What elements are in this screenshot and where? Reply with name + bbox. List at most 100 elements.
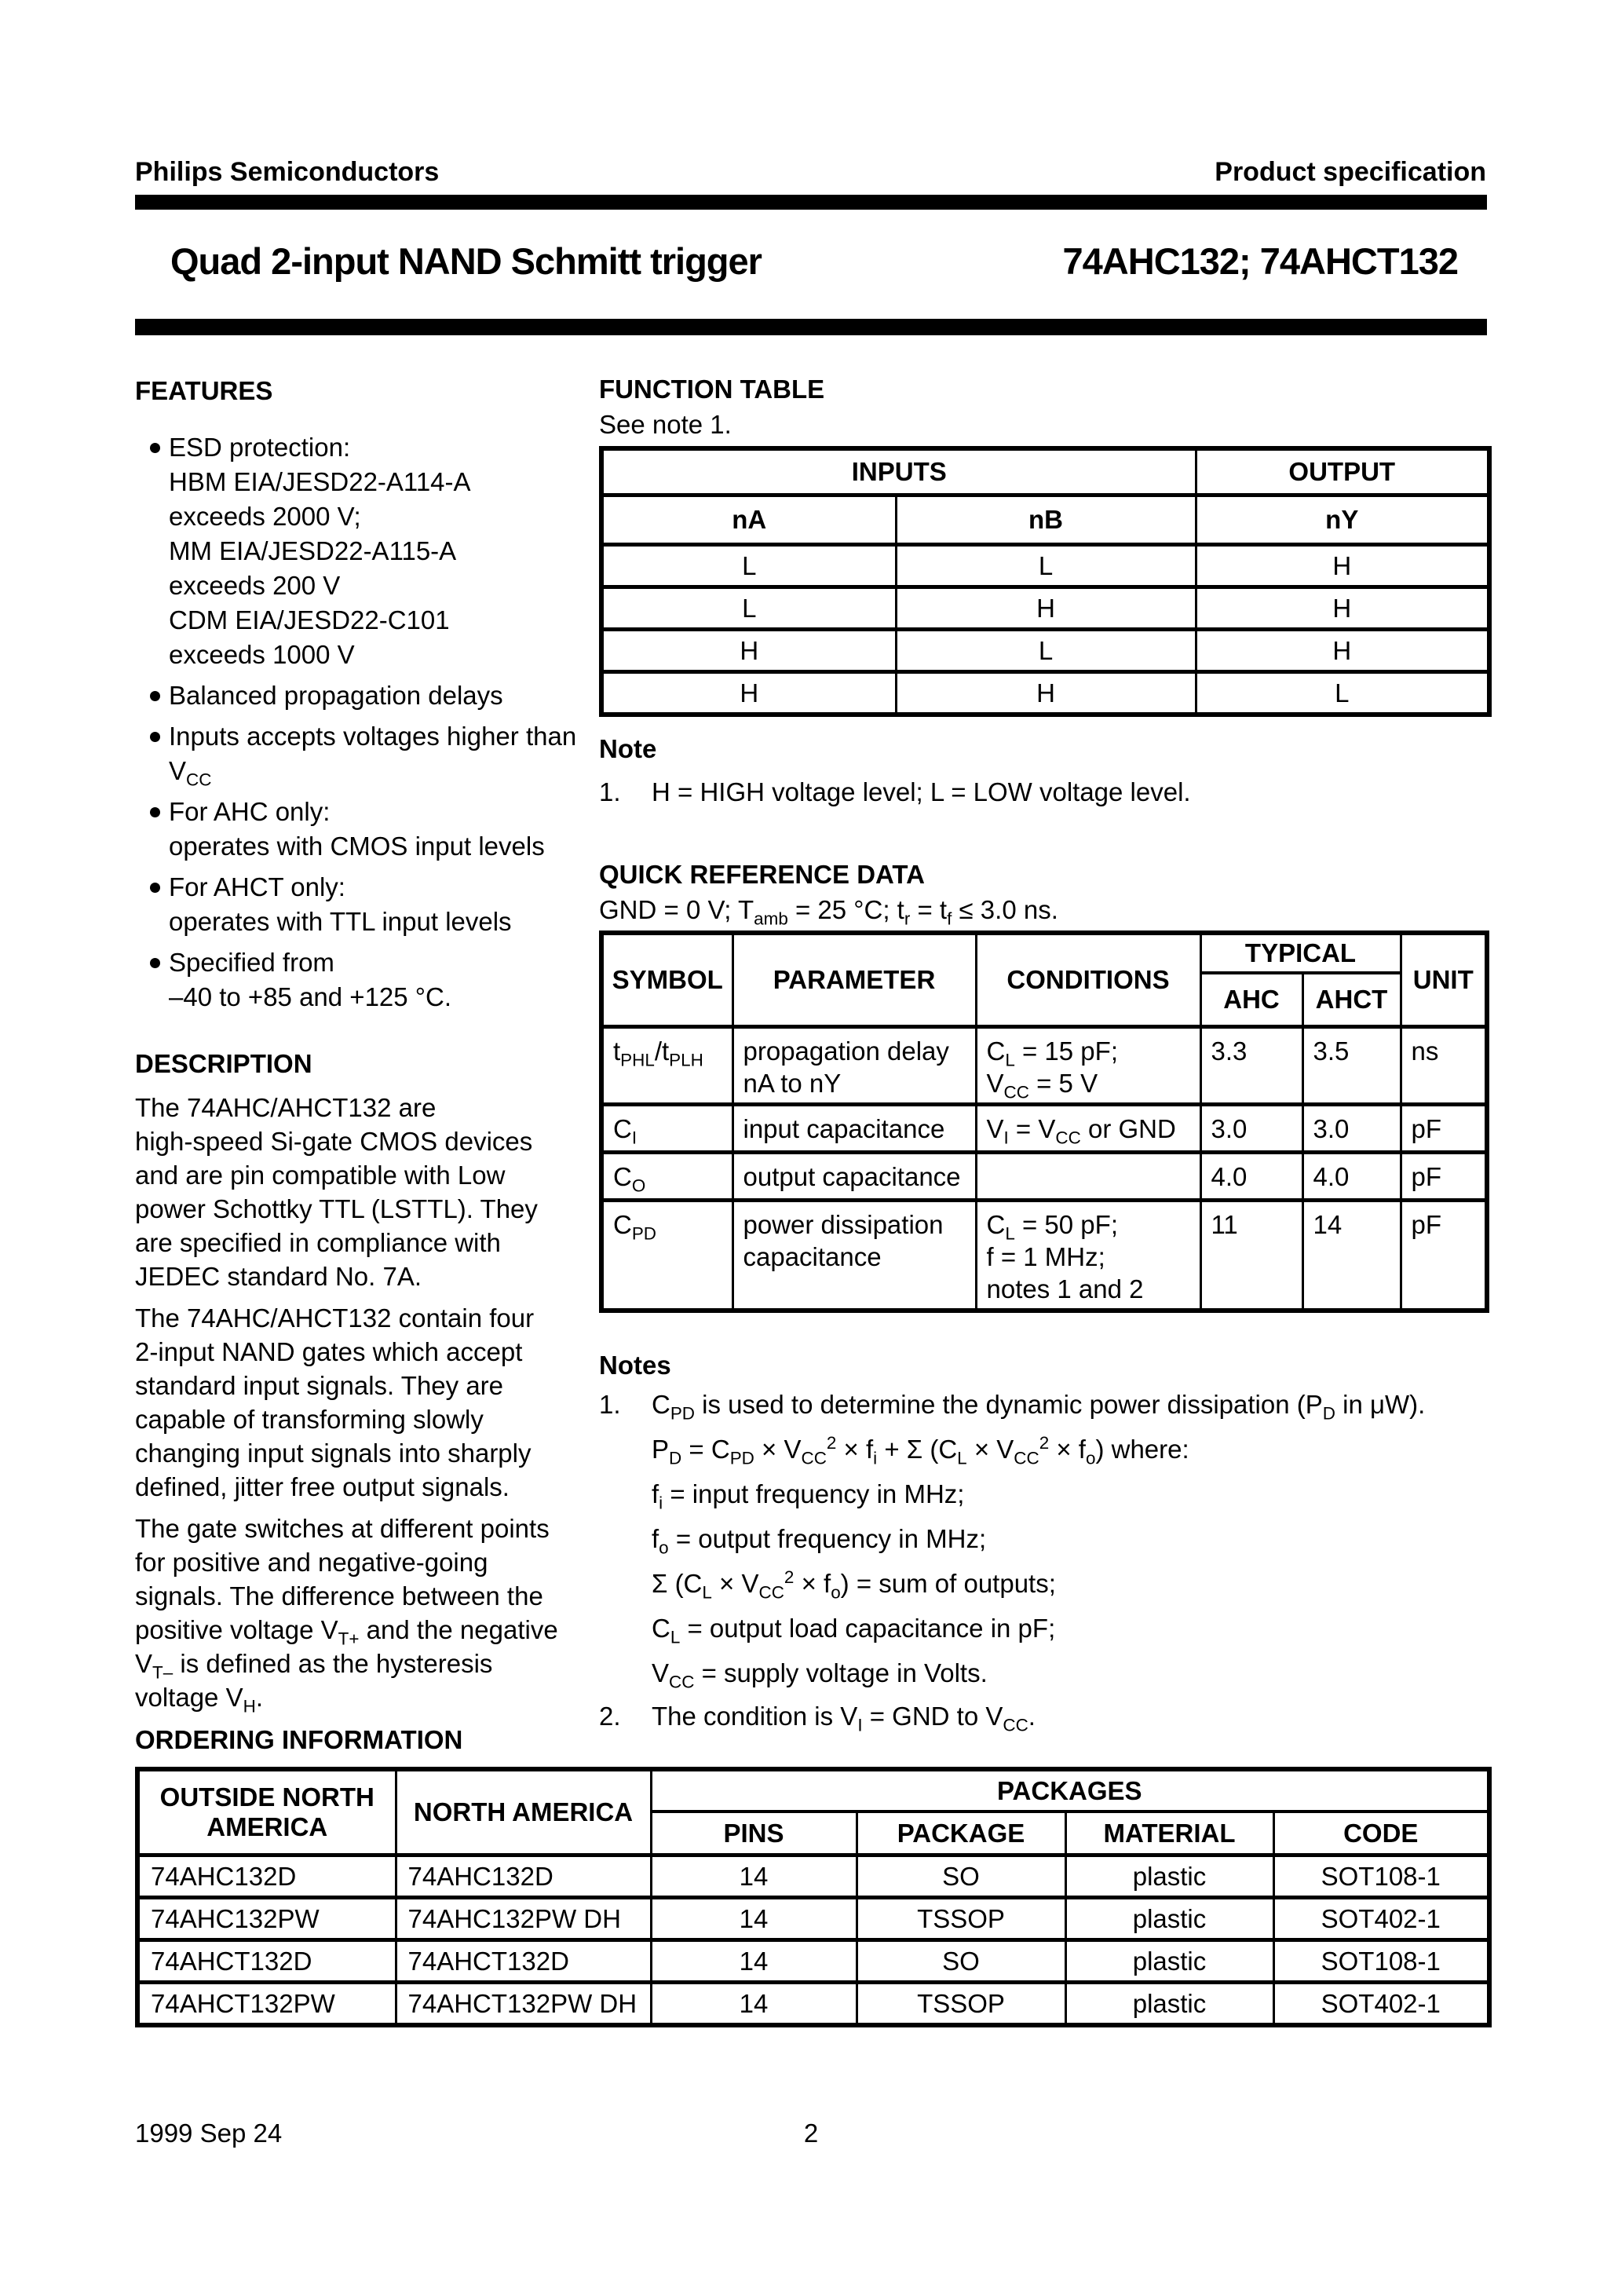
- column-header-packages: PACKAGES: [649, 1767, 1491, 1813]
- table-cell: SOT108-1: [1272, 1938, 1491, 1984]
- table-cell: H: [894, 585, 1197, 631]
- quick-reference-heading: QUICK REFERENCE DATA: [599, 860, 925, 889]
- table-cell: TSSOP: [855, 1980, 1067, 2027]
- feature-item: For AHCT only: operates with TTL input l…: [135, 870, 594, 939]
- feature-item: Balanced propagation delays: [135, 678, 594, 713]
- table-cell: tPHL/tPLH: [600, 1025, 734, 1106]
- table-cell: 74AHCT132D: [136, 1938, 397, 1984]
- table-cell: SOT402-1: [1272, 1980, 1491, 2027]
- table-cell: 74AHCT132PW: [136, 1980, 397, 2027]
- column-header-parameter: PARAMETER: [731, 930, 977, 1029]
- bullet-icon: [150, 883, 160, 893]
- column-header-nA: nA: [600, 493, 897, 547]
- table-cell: L: [894, 627, 1197, 674]
- page-title: Quad 2-input NAND Schmitt trigger: [170, 240, 762, 282]
- table-cell: CI: [600, 1102, 734, 1154]
- table-cell: CL = 50 pF; f = 1 MHz; notes 1 and 2: [974, 1198, 1202, 1313]
- table-cell: CPD: [600, 1198, 734, 1313]
- table-cell: 14: [649, 1853, 858, 1899]
- table-cell: pF: [1399, 1198, 1489, 1313]
- table-row: H H L: [600, 670, 1491, 717]
- column-header-ahct: AHCT: [1301, 971, 1402, 1029]
- column-header-code: CODE: [1272, 1810, 1491, 1857]
- column-header-unit: UNIT: [1399, 930, 1489, 1029]
- table-cell: H: [1194, 627, 1491, 674]
- table-row: 74AHC132D 74AHC132D 14 SO plastic SOT108…: [136, 1853, 1491, 1899]
- column-header-outside-north-america: OUTSIDE NORTH AMERICA: [136, 1767, 397, 1857]
- table-cell: H: [600, 670, 897, 717]
- feature-item: ESD protection: HBM EIA/JESD22-A114-A ex…: [135, 430, 594, 672]
- table-cell: VI = VCC or GND: [974, 1102, 1202, 1154]
- table-cell: 4.0: [1199, 1150, 1304, 1202]
- table-row: 74AHCT132D 74AHCT132D 14 SO plastic SOT1…: [136, 1938, 1491, 1984]
- table-cell: 14: [649, 1938, 858, 1984]
- table-cell: L: [600, 585, 897, 631]
- feature-item: Specified from –40 to +85 and +125 °C.: [135, 945, 594, 1015]
- table-cell: SO: [855, 1938, 1067, 1984]
- table-cell: plastic: [1064, 1980, 1275, 2027]
- note-item: 1. CPD is used to determine the dynamic …: [599, 1390, 1426, 1692]
- table-cell: SO: [855, 1853, 1067, 1899]
- table-cell: pF: [1399, 1150, 1489, 1202]
- column-header-typical: TYPICAL: [1199, 930, 1402, 974]
- table-cell: 4.0: [1301, 1150, 1402, 1202]
- feature-item: Inputs accepts voltages higher than VCC: [135, 719, 594, 788]
- table-cell: SOT108-1: [1272, 1853, 1491, 1899]
- table-cell: H: [1194, 543, 1491, 589]
- function-table-heading: FUNCTION TABLE: [599, 375, 825, 404]
- table-row: PINS PACKAGE MATERIAL CODE: [137, 1810, 1491, 1857]
- table-cell: 74AHCT132PW DH: [394, 1980, 652, 2027]
- table-cell: SOT402-1: [1272, 1896, 1491, 1942]
- note-item: 2. The condition is VI = GND to VCC.: [599, 1702, 1036, 1735]
- column-header-conditions: CONDITIONS: [974, 930, 1202, 1029]
- table-cell: H: [600, 627, 897, 674]
- table-cell: 14: [649, 1980, 858, 2027]
- bullet-icon: [150, 691, 160, 701]
- note-item: 1. H = HIGH voltage level; L = LOW volta…: [599, 777, 1191, 806]
- table-cell: pF: [1399, 1102, 1489, 1154]
- header-doc-type: Product specification: [1215, 157, 1486, 187]
- column-header-nB: nB: [894, 493, 1197, 547]
- footer-date: 1999 Sep 24: [135, 2119, 283, 2148]
- table-cell: 11: [1199, 1198, 1304, 1313]
- ordering-table: OUTSIDE NORTH AMERICA NORTH AMERICA PACK…: [135, 1767, 1492, 2027]
- table-cell: 74AHC132PW DH: [394, 1896, 652, 1942]
- column-header-package: PACKAGE: [855, 1810, 1067, 1857]
- table-cell: 3.3: [1199, 1025, 1304, 1106]
- table-cell: TSSOP: [855, 1896, 1067, 1942]
- table-cell: propagation delay nA to nY: [731, 1025, 977, 1106]
- table-cell: plastic: [1064, 1938, 1275, 1984]
- column-header-ahc: AHC: [1199, 971, 1304, 1029]
- table-cell: L: [894, 543, 1197, 589]
- description-paragraph: The gate switches at different points fo…: [135, 1514, 558, 1717]
- function-table-intro: See note 1.: [599, 410, 732, 439]
- table-row: CI input capacitance VI = VCC or GND 3.0…: [600, 1102, 1489, 1154]
- inputs-header-cell: INPUTS: [600, 446, 1197, 497]
- table-cell: 74AHC132PW: [136, 1896, 397, 1942]
- bullet-icon: [150, 958, 160, 968]
- function-table: INPUTS OUTPUT nA nB nY L L H L H H H L H: [599, 446, 1492, 717]
- table-cell: L: [1194, 670, 1491, 717]
- left-column: FEATURES ESD protection: HBM EIA/JESD22-…: [135, 373, 594, 1717]
- description-heading: DESCRIPTION: [135, 1049, 312, 1078]
- table-cell: power dissipation capacitance: [731, 1198, 977, 1313]
- note-heading: Note: [599, 734, 657, 763]
- bullet-icon: [150, 732, 160, 742]
- table-row: SYMBOL PARAMETER CONDITIONS TYPICAL UNIT: [600, 930, 1489, 1029]
- ordering-section: ORDERING INFORMATION OUTSIDE NORTH AMERI…: [135, 1722, 1492, 2027]
- column-header-pins: PINS: [649, 1810, 858, 1857]
- header-company: Philips Semiconductors: [135, 157, 440, 187]
- table-row: 74AHC132PW 74AHC132PW DH 14 TSSOP plasti…: [136, 1896, 1491, 1942]
- features-list: ESD protection: HBM EIA/JESD22-A114-A ex…: [135, 430, 594, 1015]
- table-row: H L H: [600, 627, 1491, 674]
- table-row: 74AHCT132PW 74AHCT132PW DH 14 TSSOP plas…: [136, 1980, 1491, 2027]
- part-numbers: 74AHC132; 74AHCT132: [1062, 240, 1459, 282]
- table-cell: H: [1194, 585, 1491, 631]
- table-cell: 74AHCT132D: [394, 1938, 652, 1984]
- table-row: INPUTS OUTPUT: [600, 446, 1491, 497]
- table-row: nA nB nY: [600, 493, 1491, 547]
- column-header-north-america: NORTH AMERICA: [394, 1767, 652, 1857]
- table-row: L L H: [600, 543, 1491, 589]
- features-heading: FEATURES: [135, 376, 273, 405]
